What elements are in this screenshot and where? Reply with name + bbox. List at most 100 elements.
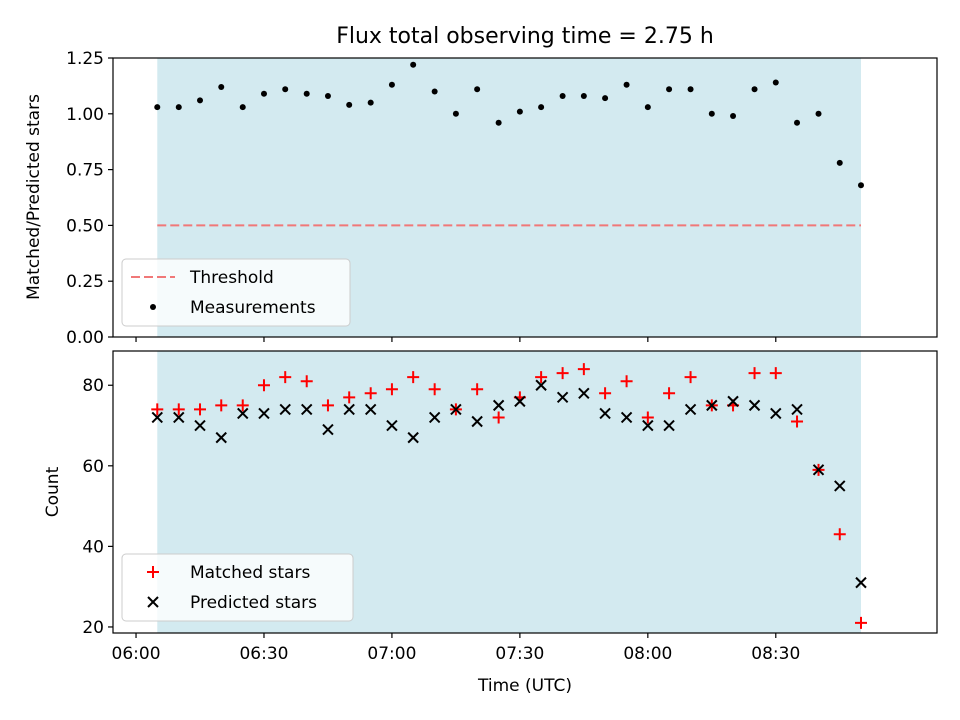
matched-star-marker [769,367,782,380]
measurement-point [836,159,843,166]
predicted-star-marker [855,576,867,589]
legend-measurements-label: Measurements [190,298,316,318]
measurement-point [474,86,481,93]
matched-star-marker [663,387,676,400]
predicted-star-marker [770,407,782,420]
predicted-star-marker [471,415,483,428]
ratio-legend-box [121,258,351,327]
measurement-point [154,104,161,111]
predicted-star-marker [428,411,441,424]
predicted-star-marker [791,403,803,416]
legend-predicted-label: Predicted stars [190,593,317,613]
measurement-point [687,86,694,93]
predicted-star-marker [556,391,569,404]
chart-title: Flux total observing time = 2.75 h [336,24,714,49]
matched-star-marker [556,367,569,380]
measurement-point [452,110,459,117]
ratio-y-tick-label: 0.00 [66,328,104,348]
predicted-star-marker [237,407,249,420]
time-x-tick-label: 08:30 [751,644,800,664]
matched-star-marker [791,415,804,428]
predicted-star-marker [663,419,675,432]
count-y-label: Count [43,466,63,517]
measurement-point [538,104,545,111]
matched-star-marker [492,411,505,424]
measurement-point [815,110,822,117]
measurement-point [623,81,630,88]
measurement-point [794,119,801,126]
measurement-point [282,86,289,93]
time-x-tick-label: 07:00 [367,644,416,664]
x-axis-label: Time (UTC) [477,676,572,696]
predicted-star-marker [364,403,377,416]
ratio-panel-frame [112,57,938,338]
time-x-tick-label: 06:00 [112,644,161,664]
count-y-tick-label: 40 [82,537,104,557]
matched-star-marker [385,383,398,396]
measurement-point [431,88,438,95]
measurement-point [239,104,246,111]
measurement-point [495,119,502,126]
ratio-y-tick-label: 0.25 [66,272,104,292]
matched-star-marker [535,371,548,384]
predicted-star-marker [578,387,590,400]
measurement-point [751,86,758,93]
predicted-star-marker [215,431,227,444]
matched-star-marker [620,375,633,388]
matched-star-marker [428,383,441,396]
predicted-star-marker [727,395,739,408]
predicted-star-marker [301,403,313,416]
predicted-star-marker [407,431,419,444]
predicted-star-marker [258,407,270,420]
count-y-tick-label: 20 [82,618,104,638]
time-x-tick-label: 06:30 [239,644,288,664]
legend-predicted-swatch [147,596,159,608]
time-x-tick-label: 07:30 [495,644,544,664]
ratio-y-tick-label: 1.00 [66,105,104,125]
predicted-star-marker [706,399,718,412]
predicted-star-marker [535,379,547,391]
matched-star-marker [684,371,697,384]
measurement-point [580,92,587,99]
measurement-point [303,90,310,97]
measurement-point [260,90,267,97]
predicted-star-marker [599,407,611,420]
measurement-point [197,97,204,104]
predicted-star-marker [812,464,825,476]
measurement-point [857,182,864,189]
predicted-star-marker [684,403,697,416]
ratio-y-axis: 0.00 0.25 0.50 0.75 1.00 1.25 [66,49,113,348]
predicted-star-marker [194,419,206,432]
measurement-point [666,86,673,93]
ratio-y-tick-label: 0.75 [66,161,104,181]
predicted-star-marker [748,399,761,412]
measurement-point [175,104,182,111]
legend-matched-swatch [147,566,159,578]
measurement-point [516,108,523,115]
matched-star-marker [599,387,612,400]
predicted-star-marker [173,411,185,424]
legend-measurements-swatch [150,304,156,310]
predicted-star-marker [514,395,526,408]
predicted-star-marker [492,399,505,412]
count-legend-box [121,553,354,622]
ratio-panel: 0.00 0.25 0.50 0.75 1.00 1.25 Matched/Predict… [24,49,938,348]
predicted-star-marker [620,411,633,424]
matched-star-marker [641,411,654,424]
matched-star-marker [343,391,356,404]
count-y-tick-label: 60 [82,457,104,477]
matched-star-marker [854,616,867,629]
measurement-point [410,61,417,68]
matched-star-marker [215,399,228,412]
matched-star-marker [300,375,313,388]
ratio-legend: Threshold Measurements [121,258,351,327]
predicted-star-marker [279,403,291,416]
measurement-point [602,95,609,102]
predicted-star-marker [834,480,846,492]
measurement-point [388,81,395,88]
predicted-star-marker [343,403,355,416]
ratio-y-label: Matched/Predicted stars [24,94,44,300]
matched-star-marker [236,399,249,412]
predicted-star-marker [322,423,334,436]
